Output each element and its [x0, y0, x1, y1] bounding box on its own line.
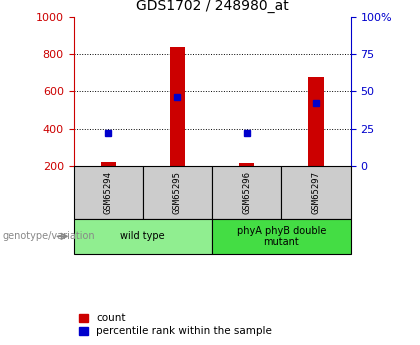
Text: phyA phyB double
mutant: phyA phyB double mutant [237, 226, 326, 247]
Bar [170, 47, 185, 166]
Text: genotype/variation: genotype/variation [2, 231, 95, 241]
Bar [212, 219, 351, 254]
Text: GSM65294: GSM65294 [104, 171, 113, 214]
Bar [143, 166, 212, 219]
Text: GSM65295: GSM65295 [173, 171, 182, 214]
Bar [212, 166, 281, 219]
Text: wild type: wild type [121, 231, 165, 241]
Text: GSM65296: GSM65296 [242, 171, 251, 214]
Bar [239, 163, 255, 166]
Bar [100, 162, 116, 166]
Text: GSM65297: GSM65297 [312, 171, 320, 214]
Bar [308, 77, 324, 166]
Bar [74, 219, 212, 254]
Title: GDS1702 / 248980_at: GDS1702 / 248980_at [136, 0, 289, 13]
Legend: count, percentile rank within the sample: count, percentile rank within the sample [79, 313, 272, 336]
Bar [74, 166, 143, 219]
Bar [281, 166, 351, 219]
